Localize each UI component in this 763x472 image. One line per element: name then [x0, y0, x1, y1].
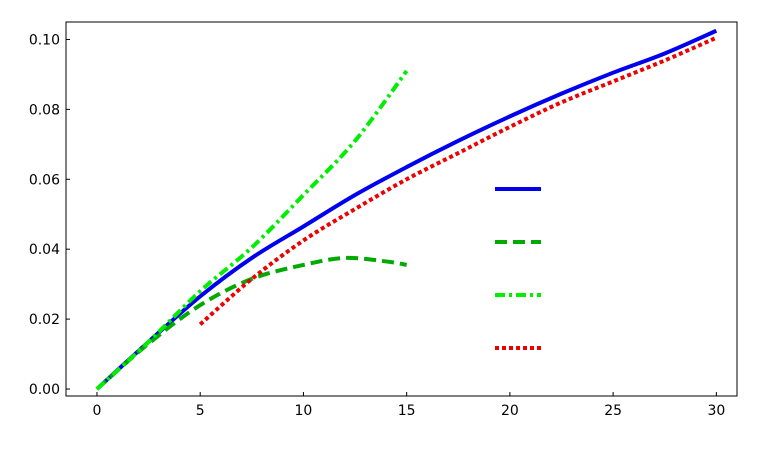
- x-tick-label: 0: [93, 403, 102, 419]
- y-tick-label: 0.10: [29, 32, 60, 48]
- series-line-1: [95, 28, 718, 391]
- y-tick-label: 0.06: [29, 172, 60, 188]
- y-tick-label: 0.04: [29, 242, 60, 258]
- y-tick-label: 0.00: [29, 382, 60, 398]
- x-tick-label: 20: [501, 403, 519, 419]
- series-layer: [95, 28, 718, 391]
- x-tick-label: 15: [398, 403, 416, 419]
- x-tick-label: 30: [707, 403, 725, 419]
- series-line-3: [95, 69, 409, 391]
- x-axis-ticks: 0 5 10 15 20 25 30: [93, 392, 725, 419]
- series-line-4: [198, 35, 718, 326]
- y-tick-label: 0.02: [29, 312, 60, 328]
- y-tick-label: 0.08: [29, 102, 60, 118]
- y-axis-ticks: 0.00 0.02 0.04 0.06 0.08 0.10: [29, 32, 70, 398]
- legend: [495, 187, 541, 350]
- x-tick-label: 25: [604, 403, 622, 419]
- x-tick-label: 5: [196, 403, 205, 419]
- plot-frame: [65, 21, 738, 397]
- x-tick-label: 10: [295, 403, 313, 419]
